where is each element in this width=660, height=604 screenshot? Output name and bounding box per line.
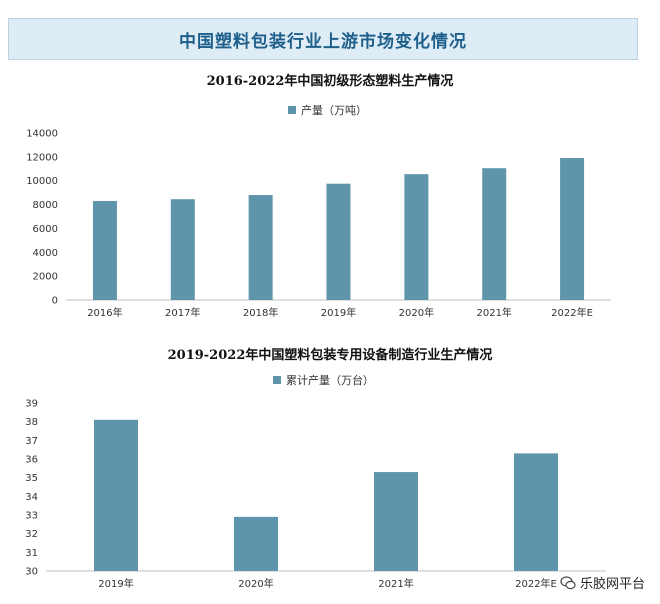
chart-2-x-tick-label: 2022年E [515,577,557,590]
chart-2-y-tick-label: 35 [25,473,38,484]
chart-2-y-tick-label: 34 [25,492,38,503]
chart-1-bar [482,168,507,300]
chart-1-x-tick-label: 2019年 [321,306,356,319]
footer-watermark: 乐胶网平台 [556,573,648,592]
chart-2-bar [94,419,138,571]
chart-2-y-tick-label: 39 [25,399,38,410]
page-banner: 中国塑料包装行业上游市场变化情况 [8,18,638,60]
chart-2-x-tick-label: 2020年 [238,577,273,590]
chart-2-bar [234,516,278,571]
chart-2-y-tick-label: 30 [25,567,38,578]
chart-1-y-tick-label: 2000 [33,272,58,283]
chart-1-bar [560,158,585,300]
chart-1-y-tick-label: 6000 [33,224,58,235]
chart-2-y-tick-label: 33 [25,511,38,522]
chart-2-y-tick-label: 37 [25,436,38,447]
chart-1-bar [92,200,117,300]
chart-1-x-tick-label: 2021年 [476,306,511,319]
chart-2-legend: 累计产量（万台） [273,372,374,388]
chart-2-y-tick-label: 36 [25,455,38,466]
legend-swatch [288,106,296,114]
chart-1-bar [326,183,351,300]
chart-1-y-tick-label: 10000 [26,176,58,187]
chart-1-plot: 0 2000 4000 6000 8000 10000 12000 14000 2016年 201… [26,129,611,319]
chart-1-y-tick-label: 0 [52,296,58,307]
chart-1-y-tick-label: 12000 [26,152,58,163]
chart-2-x-tick-label: 2021年 [378,577,413,590]
legend-swatch [273,376,281,384]
chart-2-title: 2019-2022年中国塑料包装专用设备制造行业生产情况 [167,348,493,363]
chart-1-y-tick-label: 4000 [33,248,58,259]
chart-1-x-tick-label: 2022年E [551,306,593,319]
chart-1-x-tick-label: 2016年 [87,306,122,319]
chart-1-x-tick-label: 2018年 [243,306,278,319]
footer-text: 乐胶网平台 [579,577,645,592]
chart-2-y-tick-label: 32 [25,529,38,540]
chart-1-bar [248,195,273,300]
chart-1-y-tick-label: 8000 [33,200,58,211]
chart-1-x-tick-label: 2017年 [165,306,200,319]
chart-1-title: 2016-2022年中国初级形态塑料生产情况 [206,74,454,89]
chart-2-bar [514,453,558,571]
chart-1-y-tick-label: 14000 [26,129,58,140]
chart-1-legend-label: 产量（万吨） [301,104,367,117]
chart-2-bar [374,472,418,571]
page-title: 中国塑料包装行业上游市场变化情况 [179,31,467,52]
chart-1-legend: 产量（万吨） [288,102,367,118]
chart-1-bar [404,174,429,300]
chart-2-y-tick-label: 31 [25,548,38,559]
chart-1-bar [170,199,195,300]
chart-2-legend-label: 累计产量（万台） [286,374,374,387]
chart-2-x-tick-label: 2019年 [98,577,133,590]
chart-1-x-tick-label: 2020年 [399,306,434,319]
wechat-icon [560,575,576,589]
chart-2-y-tick-label: 38 [25,417,38,428]
